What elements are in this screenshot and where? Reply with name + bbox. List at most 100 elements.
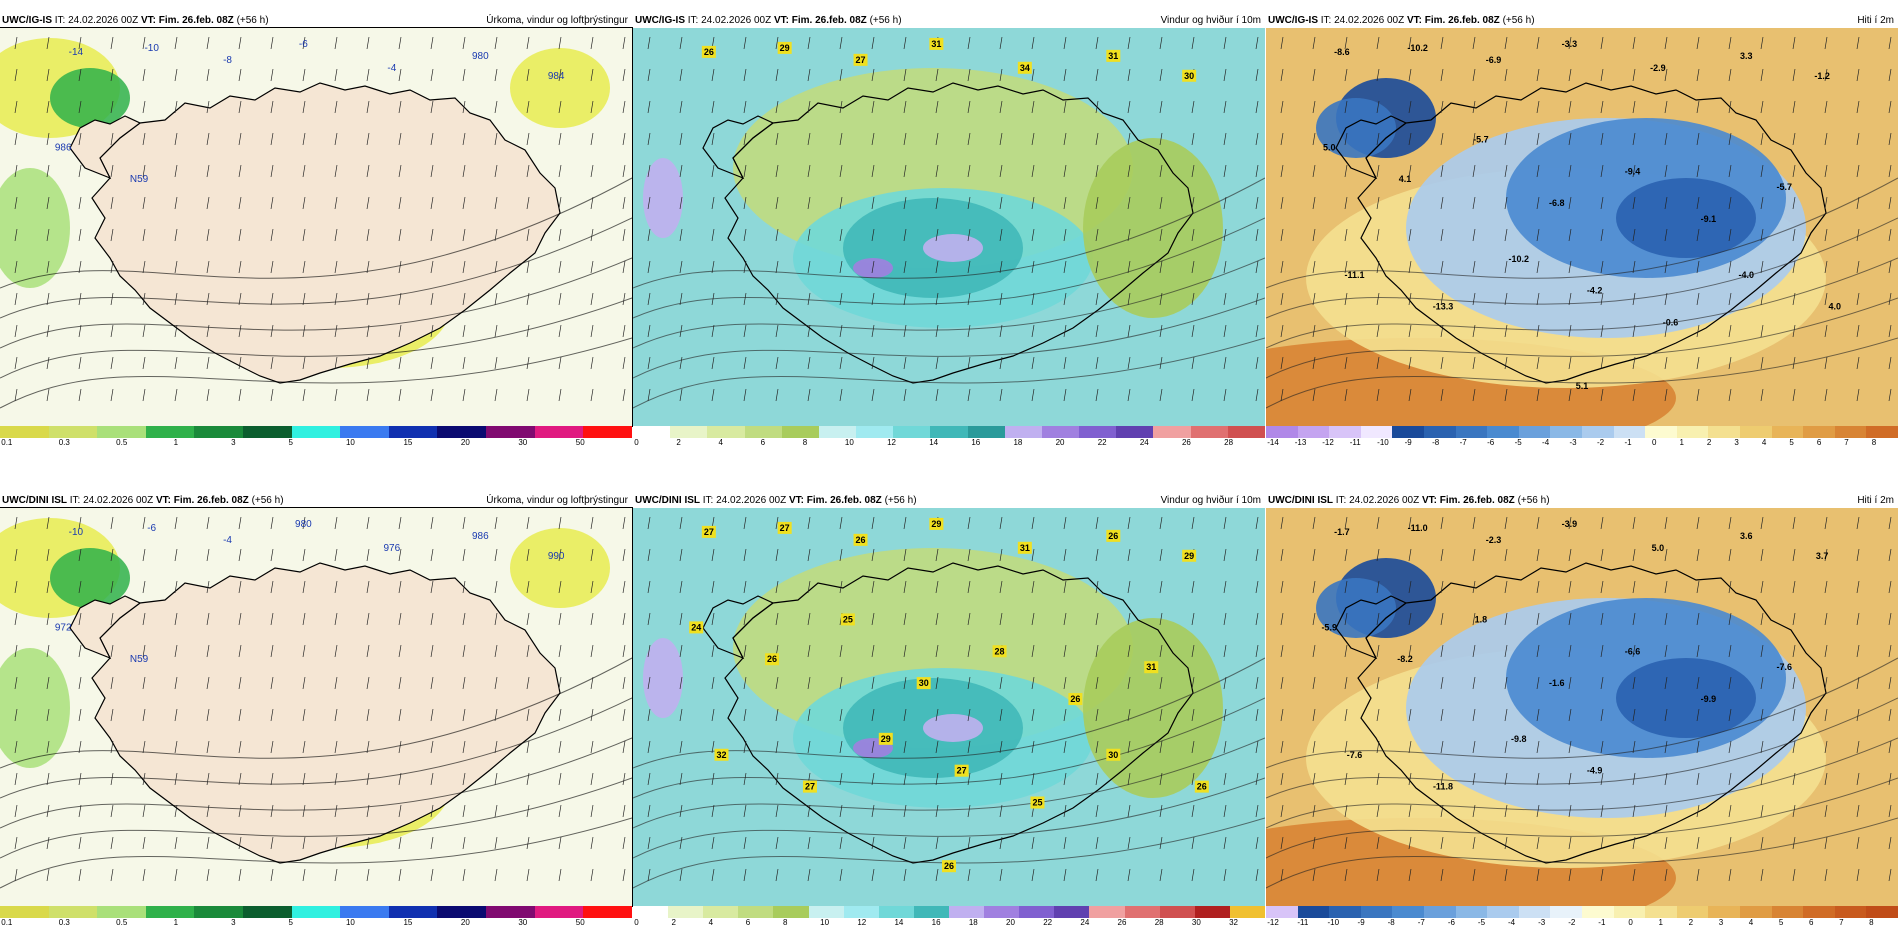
wind-arrow	[110, 292, 114, 306]
wind-arrow	[1312, 868, 1316, 882]
wind-arrow	[1760, 836, 1764, 850]
wind-arrow	[46, 132, 50, 146]
colorbar-swatch	[707, 426, 745, 438]
wind-arrow	[302, 644, 306, 658]
wind-arrow	[1728, 132, 1732, 146]
value-label: 30	[1108, 750, 1118, 760]
wind-arrow	[334, 164, 338, 178]
wind-arrow	[903, 516, 907, 530]
wind-arrow	[679, 804, 683, 818]
wind-arrow	[366, 836, 370, 850]
wind-arrow	[903, 676, 907, 690]
wind-arrow	[935, 388, 939, 402]
colorbar-tick-label: 14	[894, 918, 904, 927]
wind-arrow	[1095, 772, 1099, 786]
wind-arrow	[1312, 804, 1316, 818]
wind-arrow	[622, 132, 626, 146]
wind-arrow	[711, 708, 715, 722]
wind-arrow	[711, 100, 715, 114]
gust-label-box	[777, 41, 792, 54]
wind-arrow	[1632, 836, 1636, 850]
wind-arrow	[903, 292, 907, 306]
colorbar-swatch	[1392, 906, 1424, 918]
wind-arrow	[78, 676, 82, 690]
wind-arrow	[711, 548, 715, 562]
wind-arrow	[366, 644, 370, 658]
wind-arrow	[1792, 740, 1796, 754]
wind-arrow	[1127, 228, 1131, 242]
wind-arrow	[526, 68, 530, 82]
map-area: -8.6 -10.2 -6.9 -3.3 -2.9 3.3 -1.2 5.0 4.1 -5.7 -6…	[1266, 28, 1898, 426]
wind-arrow	[1344, 580, 1348, 594]
colorbar-swatch	[1834, 426, 1867, 438]
wind-arrow	[679, 580, 683, 594]
wind-arrow	[711, 836, 715, 850]
colorbar-tick-label: 0.3	[58, 438, 70, 447]
wind-arrow	[807, 868, 811, 882]
wind-arrow	[647, 196, 651, 210]
wind-arrow	[366, 292, 370, 306]
valid-time: Fim. 26.feb. 08Z	[806, 495, 882, 506]
wind-arrow	[78, 740, 82, 754]
wind-arrow	[871, 516, 875, 530]
value-label: 986	[472, 531, 489, 542]
wind-arrow	[526, 36, 530, 50]
wind-arrow	[14, 772, 18, 786]
wind-arrow	[1664, 292, 1668, 306]
wind-arrow	[558, 580, 562, 594]
wind-arrow	[206, 196, 210, 210]
colorbar-swatch	[1041, 426, 1080, 438]
colorbar-swatch	[486, 426, 535, 438]
wind-arrow	[622, 868, 626, 882]
colorbar-tick-label: -6	[1487, 438, 1495, 447]
wind-arrow	[206, 228, 210, 242]
wind-arrow	[1664, 100, 1668, 114]
wind-arrow	[1888, 324, 1892, 338]
wind-arrow	[647, 548, 651, 562]
wind-arrow	[430, 772, 434, 786]
wind-arrow	[334, 644, 338, 658]
wind-arrow	[430, 740, 434, 754]
wind-arrow	[839, 68, 843, 82]
wind-arrow	[174, 132, 178, 146]
wind-arrow	[1255, 740, 1259, 754]
gust-label-box	[878, 732, 893, 745]
map-area: -10 -6 -4 980 976 986 990 972 N59	[0, 507, 633, 907]
colorbar-swatch	[1613, 426, 1646, 438]
wind-arrow	[1063, 772, 1067, 786]
wind-arrow	[1824, 196, 1828, 210]
wind-arrow	[1856, 356, 1860, 370]
wind-arrow	[871, 836, 875, 850]
wind-arrow	[1824, 612, 1828, 626]
wind-arrow	[1095, 36, 1099, 50]
wind-arrow	[174, 772, 178, 786]
wind-arrow	[1280, 868, 1284, 882]
colorbar-swatch	[243, 426, 292, 438]
wind-arrow	[1095, 516, 1099, 530]
wind-arrow	[142, 548, 146, 562]
wind-arrow	[1127, 356, 1131, 370]
wind-arrow	[270, 132, 274, 146]
gust-label-box	[916, 677, 931, 690]
wind-arrow	[1632, 740, 1636, 754]
colorbar-tick-label: 15	[403, 918, 413, 927]
wind-arrow	[526, 100, 530, 114]
wind-arrow	[334, 516, 338, 530]
wind-arrow	[999, 804, 1003, 818]
colorbar-swatch	[291, 426, 341, 438]
wind-arrow	[1568, 676, 1572, 690]
wind-arrow	[590, 580, 594, 594]
wind-arrow	[1664, 612, 1668, 626]
wind-arrow	[807, 516, 811, 530]
wind-arrow	[174, 228, 178, 242]
wind-arrow	[1255, 708, 1259, 722]
value-label: 980	[472, 51, 489, 62]
wind-arrow	[1255, 612, 1259, 626]
wind-arrow	[398, 676, 402, 690]
colorbar-swatches	[0, 906, 632, 918]
wind-arrow	[1760, 612, 1764, 626]
isoline	[633, 257, 1265, 349]
wind-arrow	[462, 356, 466, 370]
wind-arrow	[1504, 164, 1508, 178]
